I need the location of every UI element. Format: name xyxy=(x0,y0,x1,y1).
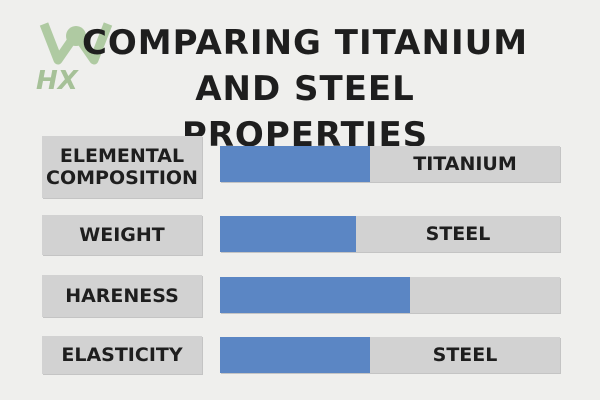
bar xyxy=(220,277,410,313)
bar-track: STEEL xyxy=(220,216,560,252)
watermark-logo-icon: HX xyxy=(36,14,116,104)
bar-label: STEEL xyxy=(425,223,491,245)
chart-title-line-1: COMPARING TITANIUM xyxy=(81,23,529,63)
bar xyxy=(220,146,370,182)
category-label: HARENESS xyxy=(42,275,202,317)
category-label: ELASTICITY xyxy=(42,336,202,374)
bar xyxy=(220,337,370,373)
category-label: ELEMENTAL COMPOSITION xyxy=(42,136,202,198)
bar-track: TITANIUM xyxy=(220,146,560,182)
watermark-text: HX xyxy=(36,66,78,96)
bar-track: STEEL xyxy=(220,337,560,373)
bar xyxy=(220,216,356,252)
bar-track xyxy=(220,277,560,313)
bar-label: TITANIUM xyxy=(413,153,517,175)
bar-label: STEEL xyxy=(432,344,498,366)
category-label: WEIGHT xyxy=(42,215,202,255)
